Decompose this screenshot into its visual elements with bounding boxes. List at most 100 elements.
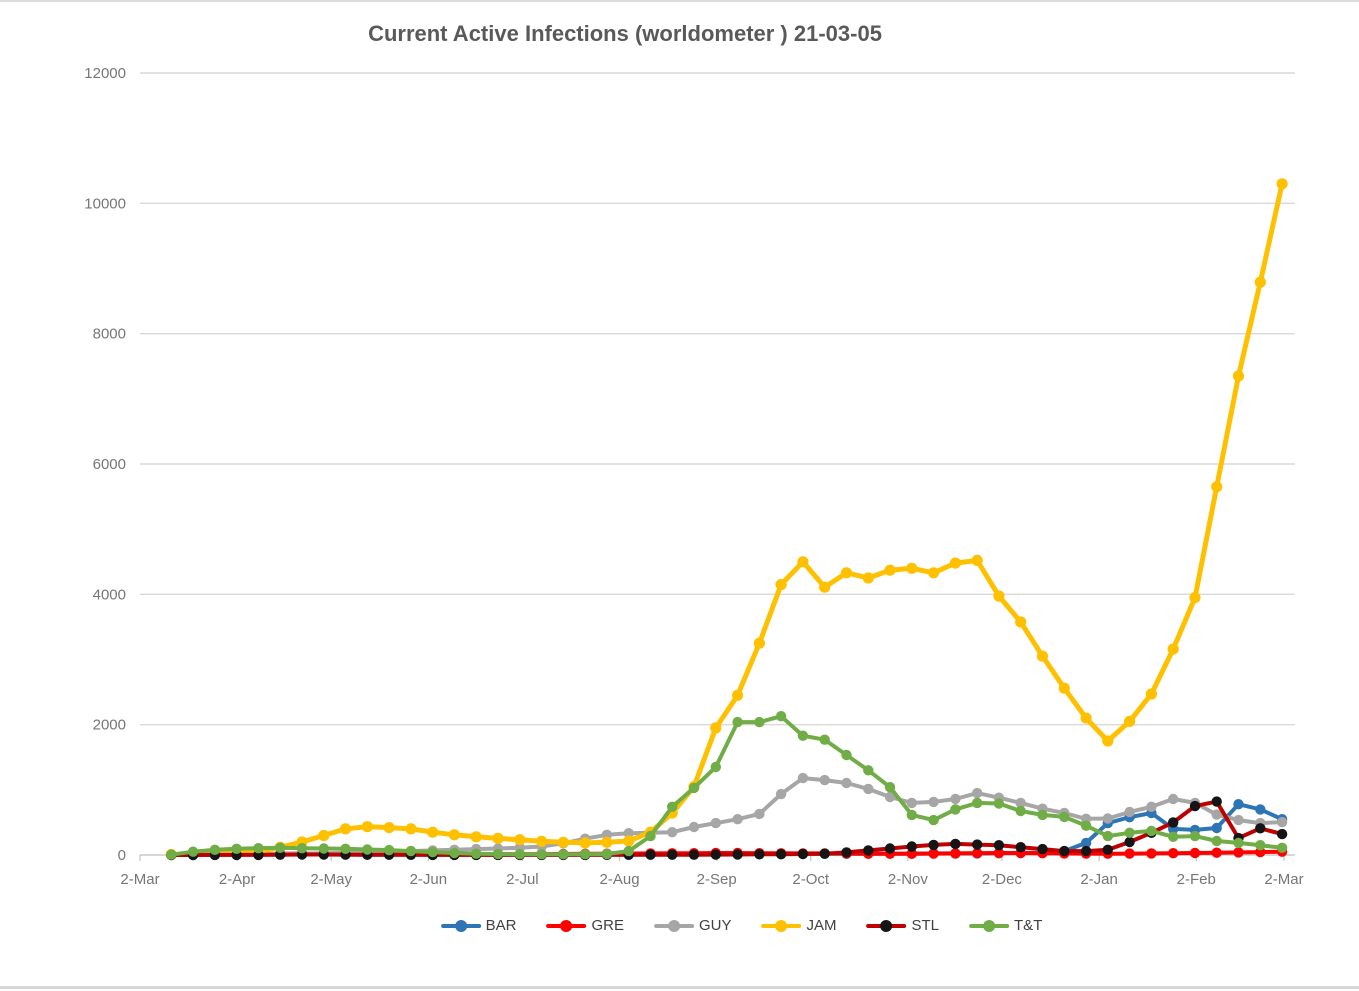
series-line-T&T — [169, 714, 1285, 857]
x-axis-label: 2-Apr — [219, 871, 256, 888]
data-point-T&T — [1059, 811, 1070, 823]
data-point-T&T — [449, 847, 460, 859]
data-point-T&T — [1124, 827, 1135, 838]
data-point-BAR — [1233, 799, 1244, 810]
data-point-T&T — [972, 797, 983, 809]
legend-label-GUY: GUY — [698, 917, 732, 934]
data-point-GRE — [928, 848, 939, 859]
data-point-JAM — [1080, 712, 1092, 724]
legend-label-GRE: GRE — [591, 917, 624, 934]
data-point-GRE — [1211, 847, 1222, 858]
data-point-STL — [1015, 842, 1026, 853]
gridlines — [140, 72, 1295, 726]
data-point-T&T — [950, 804, 961, 815]
x-axis-label: 2-Dec — [982, 871, 1023, 888]
data-point-T&T — [1146, 825, 1157, 837]
data-point-T&T — [1255, 840, 1266, 851]
data-point-T&T — [296, 843, 308, 854]
legend-marker-JAM — [761, 919, 802, 933]
data-point-T&T — [492, 848, 504, 860]
x-axis-label: 2-Jun — [410, 871, 448, 888]
x-axis-label: 2-May — [310, 871, 352, 888]
data-point-T&T — [340, 843, 351, 854]
x-axis-label: 2-Aug — [600, 871, 640, 888]
data-point-GUY — [1168, 793, 1179, 805]
data-point-STL — [667, 849, 678, 860]
chart-title: Current Active Infections (worldometer )… — [368, 21, 882, 46]
data-point-JAM — [492, 832, 504, 845]
data-point-JAM — [753, 637, 766, 649]
legend-marker-GRE — [546, 919, 587, 933]
data-point-JAM — [1232, 370, 1245, 382]
data-point-JAM — [971, 554, 983, 567]
data-point-GUY — [797, 772, 809, 784]
data-point-GUY — [1233, 814, 1244, 826]
data-point-STL — [906, 841, 917, 852]
y-axis-label: 0 — [118, 847, 126, 864]
data-point-T&T — [645, 830, 656, 842]
data-point-STL — [1211, 796, 1222, 807]
data-point-JAM — [840, 567, 853, 579]
data-point-STL — [1080, 845, 1092, 857]
data-point-STL — [1059, 845, 1070, 857]
data-point-GRE — [1189, 847, 1201, 859]
data-point-JAM — [1189, 592, 1201, 604]
data-point-JAM — [797, 556, 809, 568]
data-point-GUY — [1211, 809, 1222, 820]
chart-legend: BAR GRE GUY JAM STL T&T — [440, 917, 1042, 934]
data-point-JAM — [448, 829, 460, 841]
data-point-GUY — [1146, 801, 1157, 812]
data-point-JAM — [1124, 715, 1136, 728]
data-point-T&T — [928, 814, 939, 826]
data-point-T&T — [209, 844, 221, 855]
y-axis-labels: 0 2000 4000 6000 8000 10000 12000 — [84, 65, 126, 864]
data-point-GUY — [710, 817, 721, 829]
data-point-T&T — [1080, 820, 1092, 831]
data-point-GUY — [623, 828, 634, 839]
data-point-GRE — [950, 848, 961, 859]
legend-item-T&T: T&T — [969, 917, 1042, 934]
data-point-JAM — [339, 823, 352, 835]
data-point-STL — [950, 838, 961, 850]
page-bottom-divider — [0, 986, 1359, 989]
data-point-BAR — [1255, 804, 1266, 815]
x-axis-label: 2-Nov — [888, 871, 929, 888]
data-point-JAM — [1167, 643, 1179, 655]
data-point-GUY — [972, 787, 983, 799]
data-point-JAM — [318, 829, 330, 842]
data-point-STL — [884, 843, 896, 854]
data-point-JAM — [470, 831, 482, 843]
data-point-T&T — [187, 846, 199, 857]
y-axis-label: 8000 — [93, 326, 126, 343]
data-point-STL — [841, 847, 852, 858]
data-point-T&T — [1189, 830, 1201, 842]
data-point-STL — [1276, 828, 1288, 840]
y-axis-label: 2000 — [93, 717, 126, 734]
data-point-STL — [1168, 817, 1179, 828]
data-point-T&T — [362, 844, 373, 855]
data-point-JAM — [1102, 735, 1114, 747]
data-point-T&T — [710, 761, 721, 773]
x-axis-label: 2-Sep — [697, 871, 737, 888]
legend-marker-T&T — [969, 919, 1010, 933]
legend-item-BAR: BAR — [440, 917, 516, 934]
data-point-T&T — [601, 848, 613, 860]
data-point-GUY — [667, 827, 678, 838]
data-point-GUY — [884, 791, 896, 803]
data-point-T&T — [1015, 805, 1026, 817]
legend-label-T&T: T&T — [1014, 917, 1043, 934]
data-point-JAM — [514, 834, 526, 846]
data-point-T&T — [558, 849, 569, 860]
data-point-T&T — [732, 716, 743, 728]
data-point-JAM — [427, 826, 439, 838]
data-point-STL — [993, 840, 1005, 851]
data-point-GUY — [1102, 813, 1114, 824]
x-axis-label: 2-Jul — [506, 871, 539, 888]
data-point-STL — [645, 849, 656, 860]
data-point-T&T — [906, 809, 917, 821]
data-point-JAM — [536, 835, 548, 847]
data-point-GUY — [819, 774, 830, 786]
data-point-BAR — [1211, 822, 1222, 834]
x-axis-label: 2-Feb — [1177, 871, 1216, 888]
data-point-JAM — [884, 564, 896, 576]
